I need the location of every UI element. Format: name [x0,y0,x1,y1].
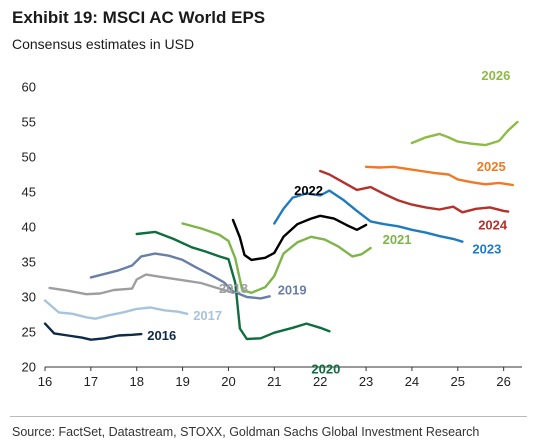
series-label-2019: 2019 [278,282,307,297]
series-label-2018: 2018 [219,281,248,296]
series-line-2020 [135,230,331,341]
y-tick-label: 60 [22,80,36,95]
series-label-2021: 2021 [383,232,412,247]
chart-title: Exhibit 19: MSCI AC World EPS [12,8,266,27]
series-line-2022 [231,214,368,262]
y-tick-label: 40 [22,220,36,235]
x-tick-label: 20 [221,374,235,389]
series-label-2025: 2025 [477,159,506,174]
x-tick-label: 23 [359,374,373,389]
x-tick-label: 19 [175,374,189,389]
series-line-2017 [43,299,189,320]
series-label-2020: 2020 [311,361,340,376]
x-tick-label: 21 [267,374,281,389]
y-tick-label: 25 [22,325,36,340]
x-tick-label: 18 [129,374,143,389]
x-tick-label: 17 [84,374,98,389]
series-line-2026 [410,120,519,147]
series-line-2019 [89,252,271,300]
y-tick-label: 30 [22,290,36,305]
series-label-2016: 2016 [147,328,176,343]
series-labels: 2016 2017 2018 2019 2020 2021 2022 2023 2024 2025… [147,68,510,376]
y-tick-label: 35 [22,255,36,270]
y-tick-label: 20 [22,360,36,375]
series-line-2024 [319,169,510,214]
series-label-2026: 2026 [481,68,510,83]
series-line-2023 [273,189,464,243]
series-label-2023: 2023 [472,242,501,257]
series-label-2017: 2017 [193,308,222,323]
y-tick-label: 50 [22,150,36,165]
series-line-2016 [43,322,143,341]
footer-divider [10,416,527,417]
y-tick-label: 55 [22,115,36,130]
source-note: Source: FactSet, Datastream, STOXX, Gold… [12,425,480,439]
chart-subtitle: Consensus estimates in USD [12,36,195,52]
series-lines [43,120,519,341]
series-label-2024: 2024 [478,218,508,233]
series-line-2025 [364,165,514,187]
x-tick-label: 22 [313,374,327,389]
y-tick-label: 45 [22,185,36,200]
x-tick-label: 25 [451,374,465,389]
x-tick-label: 24 [405,374,419,389]
x-tick-label: 26 [496,374,510,389]
x-tick-label: 16 [38,374,52,389]
series-line-2021 [181,222,372,294]
series-line-2018 [48,273,235,296]
series-label-2022: 2022 [294,183,323,198]
